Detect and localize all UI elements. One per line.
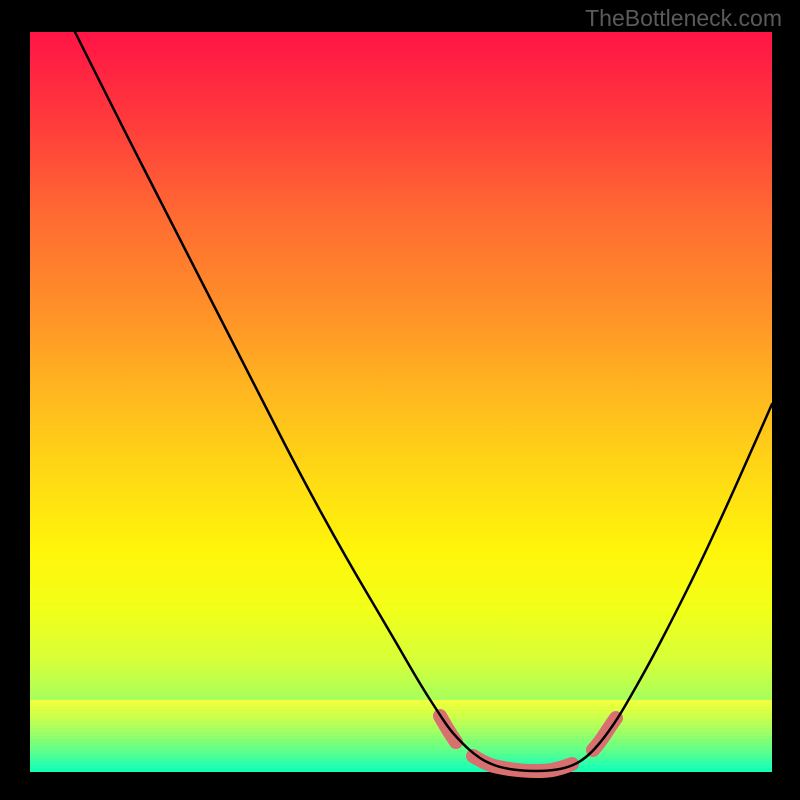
gradient-stripe — [30, 740, 772, 744]
gradient-stripe — [30, 758, 772, 762]
v-curve — [75, 32, 772, 771]
gradient-stripe — [30, 729, 772, 733]
gradient-stripe — [30, 714, 772, 718]
gradient-stripe — [30, 768, 772, 772]
chart-container: TheBottleneck.com — [0, 0, 800, 800]
gradient-stripe — [30, 718, 772, 722]
gradient-stripe — [30, 747, 772, 751]
gradient-stripe — [30, 736, 772, 740]
gradient-stripe — [30, 732, 772, 736]
gradient-stripe — [30, 722, 772, 726]
gradient-stripe — [30, 754, 772, 758]
overlay-svg — [0, 0, 800, 800]
gradient-stripe — [30, 750, 772, 754]
gradient-stripe — [30, 704, 772, 708]
gradient-stripe — [30, 743, 772, 747]
gradient-stripe — [30, 711, 772, 715]
gradient-stripe — [30, 707, 772, 711]
gradient-stripe — [30, 765, 772, 769]
gradient-stripe — [30, 700, 772, 704]
gradient-stripe — [30, 725, 772, 729]
watermark-text: TheBottleneck.com — [585, 5, 782, 32]
stripes-group — [30, 700, 772, 772]
gradient-stripe — [30, 761, 772, 765]
